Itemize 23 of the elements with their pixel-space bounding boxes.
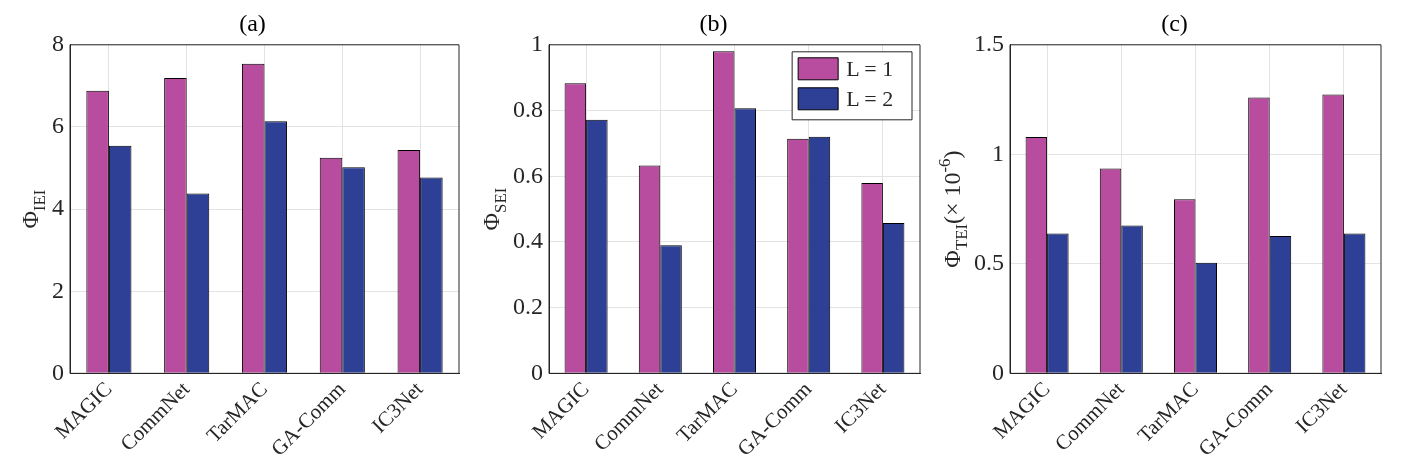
y-tick-label: 8 <box>52 30 64 57</box>
y-tick-label: 1.5 <box>974 30 1004 57</box>
y-tick-label: 0 <box>52 358 64 385</box>
chart-title: (b) <box>699 9 728 36</box>
y-axis-title: ΦIEI <box>17 189 49 229</box>
chart-title: (c) <box>1161 9 1188 36</box>
y-tick-label: 0.2 <box>513 292 543 319</box>
legend-label: L = 1 <box>846 55 894 81</box>
y-tick-label: 4 <box>52 194 64 221</box>
y-tick-label: 1 <box>992 139 1004 166</box>
y-tick-label: 0 <box>531 358 543 385</box>
chart-title: (a) <box>239 9 266 36</box>
y-tick-label: 6 <box>52 112 64 139</box>
y-tick-label: 0.8 <box>513 95 543 122</box>
y-tick-label: 0.6 <box>513 161 543 188</box>
y-tick-label: 2 <box>52 276 64 303</box>
y-axis-title: ΦSEI <box>478 187 510 231</box>
y-tick-label: 1 <box>531 30 543 57</box>
y-tick-label: 0 <box>992 358 1004 385</box>
y-tick-label: 0.5 <box>974 249 1004 276</box>
y-axis-title: ΦTEI(× 10-6) <box>935 150 971 268</box>
y-tick-label: 0.4 <box>513 227 543 254</box>
legend-label: L = 2 <box>846 85 894 111</box>
